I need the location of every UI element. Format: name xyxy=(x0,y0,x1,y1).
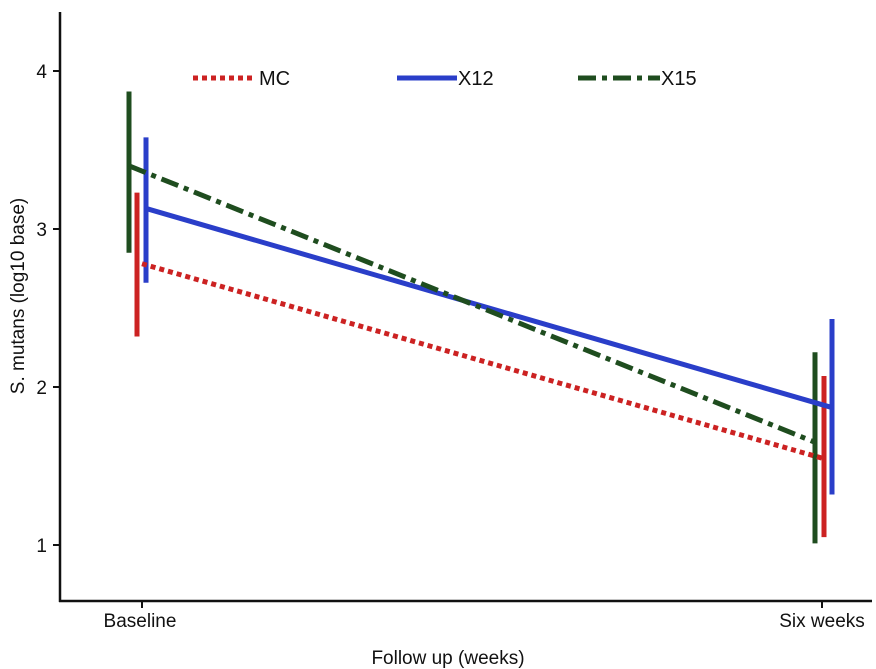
y-tick-label: 1 xyxy=(36,536,47,557)
error-bars xyxy=(126,91,835,544)
x-tick-label: Baseline xyxy=(104,611,177,632)
y-axis-title: S. mutans (log10 base) xyxy=(8,198,29,394)
series-line-x12 xyxy=(145,206,833,410)
x-tick-label: Six weeks xyxy=(779,611,865,632)
series-line-x15 xyxy=(128,163,816,445)
legend-label-mc: MC xyxy=(259,68,290,90)
x-axis-ticks: Baseline Six weeks xyxy=(104,601,865,632)
y-tick-label: 2 xyxy=(36,378,47,399)
x-axis-title: Follow up (weeks) xyxy=(371,648,524,669)
legend: MC X12 X15 xyxy=(193,68,697,90)
series-lines xyxy=(128,163,833,461)
legend-label-x12: X12 xyxy=(458,68,494,90)
y-tick-label: 4 xyxy=(36,62,47,83)
y-tick-label: 3 xyxy=(36,220,47,241)
y-axis-ticks: 1 2 3 4 xyxy=(36,62,60,557)
legend-label-x15: X15 xyxy=(661,68,697,90)
series-line-mc xyxy=(141,261,823,461)
